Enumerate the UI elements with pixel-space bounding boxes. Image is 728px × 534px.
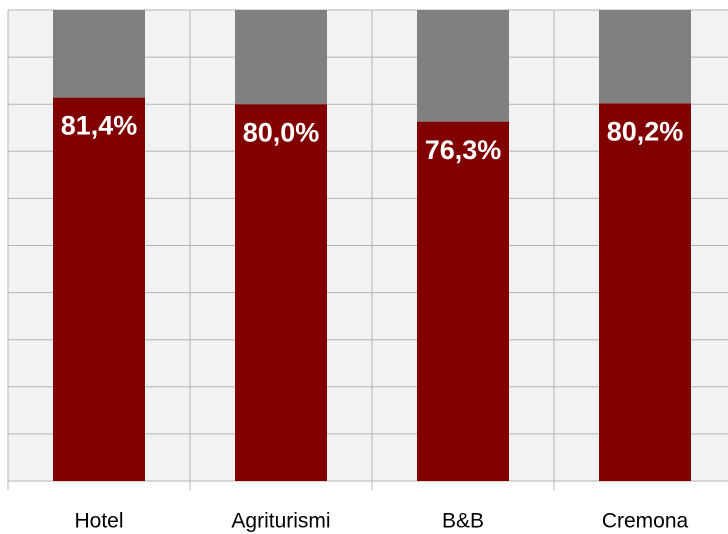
bar-segment <box>599 10 691 104</box>
bar-segment <box>417 121 509 481</box>
data-label: 80,2% <box>607 116 684 146</box>
bar-segment <box>599 103 691 482</box>
x-tick-label: Cremona <box>602 510 689 533</box>
x-tick-label: Hotel <box>74 510 123 533</box>
bar-segment <box>235 104 327 481</box>
bar-segment <box>417 10 509 122</box>
data-label: 80,0% <box>243 117 320 147</box>
data-label: 81,4% <box>61 111 138 141</box>
bar-segment <box>53 97 145 481</box>
x-tick-label: B&B <box>442 510 484 533</box>
x-tick-label: Agriturismi <box>231 510 330 533</box>
data-label: 76,3% <box>425 135 502 165</box>
bar-segment <box>53 10 145 98</box>
bar-segment <box>235 10 327 105</box>
